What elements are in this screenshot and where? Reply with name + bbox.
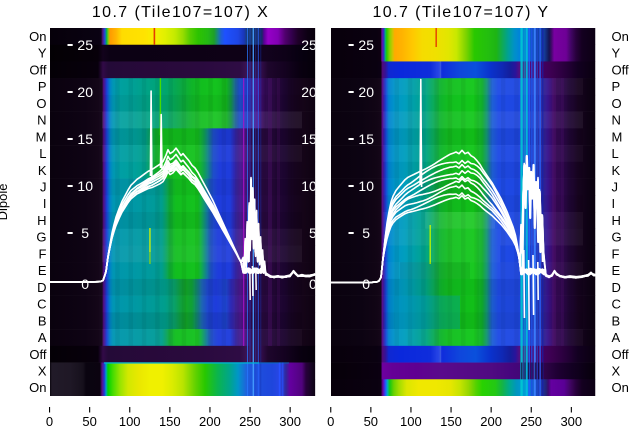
svg-text:Off: Off (612, 347, 629, 362)
svg-text:20: 20 (77, 84, 93, 100)
svg-text:On: On (612, 380, 629, 395)
svg-text:15: 15 (301, 131, 317, 147)
svg-text:On: On (29, 380, 46, 395)
svg-text:On: On (29, 29, 46, 44)
svg-text:0: 0 (81, 276, 89, 292)
svg-text:L: L (612, 146, 619, 161)
svg-text:I: I (612, 196, 616, 211)
svg-text:10: 10 (77, 178, 93, 194)
svg-text:O: O (36, 96, 46, 111)
svg-text:X: X (38, 364, 47, 379)
svg-text:20: 20 (301, 84, 317, 100)
svg-text:P: P (612, 79, 621, 94)
svg-text:5: 5 (81, 225, 89, 241)
svg-text:E: E (612, 263, 621, 278)
svg-text:20: 20 (358, 84, 374, 100)
svg-text:10.7 (Tile107=107) X: 10.7 (Tile107=107) X (92, 4, 269, 21)
svg-text:300: 300 (560, 414, 582, 429)
svg-text:A: A (612, 330, 621, 345)
svg-text:J: J (612, 180, 619, 195)
svg-text:200: 200 (199, 414, 221, 429)
svg-text:G: G (36, 230, 46, 245)
svg-text:300: 300 (279, 414, 301, 429)
svg-text:10: 10 (301, 178, 317, 194)
svg-text:100: 100 (400, 414, 422, 429)
svg-text:0: 0 (362, 276, 370, 292)
svg-text:0: 0 (309, 276, 317, 292)
svg-text:F: F (612, 246, 620, 261)
svg-text:15: 15 (358, 131, 374, 147)
svg-text:250: 250 (239, 414, 261, 429)
svg-text:K: K (38, 163, 47, 178)
svg-text:H: H (37, 213, 46, 228)
svg-text:15: 15 (77, 131, 93, 147)
svg-text:25: 25 (358, 37, 374, 53)
svg-text:G: G (612, 230, 622, 245)
svg-text:N: N (37, 113, 46, 128)
svg-text:K: K (612, 163, 621, 178)
svg-text:50: 50 (82, 414, 96, 429)
svg-text:Y: Y (38, 46, 47, 61)
svg-text:100: 100 (119, 414, 141, 429)
svg-text:150: 150 (159, 414, 181, 429)
svg-text:10: 10 (358, 178, 374, 194)
svg-text:25: 25 (77, 37, 93, 53)
svg-text:Y: Y (612, 46, 621, 61)
svg-text:Off: Off (29, 347, 46, 362)
svg-text:M: M (612, 129, 623, 144)
svg-text:O: O (612, 96, 622, 111)
svg-text:0: 0 (327, 414, 334, 429)
svg-text:B: B (612, 313, 621, 328)
svg-text:X: X (612, 364, 621, 379)
svg-text:J: J (40, 180, 47, 195)
svg-text:I: I (43, 196, 47, 211)
svg-text:C: C (37, 297, 46, 312)
svg-text:150: 150 (440, 414, 462, 429)
svg-text:Off: Off (29, 62, 46, 77)
svg-text:D: D (37, 280, 46, 295)
svg-text:250: 250 (520, 414, 542, 429)
svg-text:10.7 (Tile107=107) Y: 10.7 (Tile107=107) Y (373, 4, 550, 21)
svg-text:P: P (38, 79, 47, 94)
svg-text:M: M (36, 129, 47, 144)
svg-text:5: 5 (362, 225, 370, 241)
svg-text:50: 50 (364, 414, 378, 429)
svg-text:A: A (38, 330, 47, 345)
svg-text:H: H (612, 213, 621, 228)
svg-text:E: E (38, 263, 47, 278)
svg-text:C: C (612, 297, 621, 312)
svg-text:0: 0 (46, 414, 53, 429)
svg-text:B: B (38, 313, 47, 328)
svg-text:F: F (39, 246, 47, 261)
svg-text:5: 5 (309, 225, 317, 241)
svg-text:L: L (39, 146, 46, 161)
svg-text:Off: Off (612, 62, 629, 77)
svg-text:N: N (612, 113, 621, 128)
svg-text:D: D (612, 280, 621, 295)
svg-text:On: On (612, 29, 629, 44)
svg-text:200: 200 (480, 414, 502, 429)
svg-text:25: 25 (301, 37, 317, 53)
svg-text:Dipole: Dipole (0, 184, 10, 221)
